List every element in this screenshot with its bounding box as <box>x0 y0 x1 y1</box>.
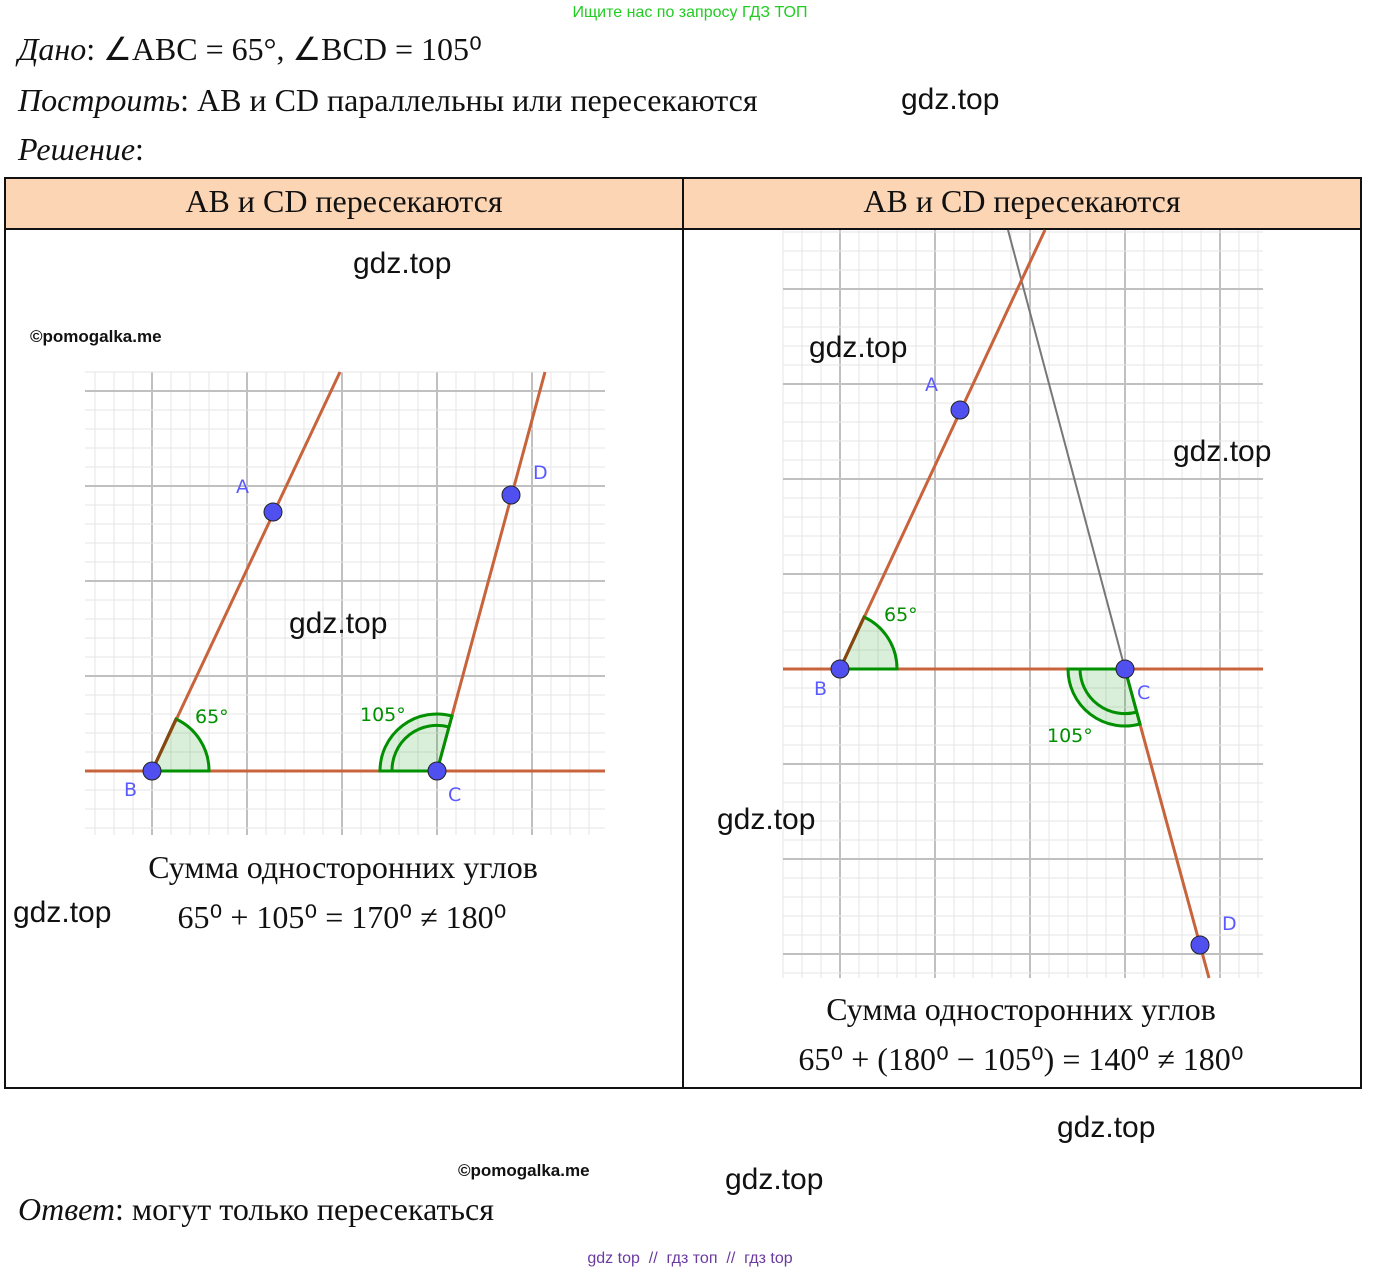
line-ba <box>150 371 342 772</box>
footer: gdz top // гдз топ // гдз top <box>587 1250 792 1267</box>
point-label: B <box>814 678 827 700</box>
point <box>1190 935 1210 955</box>
angle-label: 65° <box>884 604 918 626</box>
point-label: A <box>236 476 249 498</box>
angle-arc <box>149 717 211 773</box>
point <box>142 761 162 781</box>
angle-arc <box>378 712 454 773</box>
point <box>501 485 521 505</box>
left-figure: A B C D 65° 105° <box>85 371 605 806</box>
watermark: gdz.top <box>725 1163 823 1196</box>
angle-label: 105° <box>360 704 406 726</box>
angle-arc <box>390 723 450 772</box>
angle-label: 105° <box>1047 725 1093 747</box>
given-label: Дано <box>15 31 86 67</box>
formula: 65⁰ + (180⁰ − 105⁰) = 140⁰ ≠ 180⁰ <box>798 1041 1243 1077</box>
caption: Сумма односторонних углов <box>148 849 538 885</box>
given-text: : ∠ABC = 65°, ∠BCD = 105⁰ <box>86 31 482 67</box>
construct-label: Построить <box>17 82 180 118</box>
answer-text: : могут только пересекаться <box>115 1191 494 1227</box>
angle-arc <box>1078 668 1138 716</box>
solution-label: Решение <box>17 131 135 167</box>
watermark: gdz.top <box>809 331 907 364</box>
column-header: AB и CD пересекаются <box>863 183 1180 219</box>
watermark: gdz.top <box>1173 435 1271 468</box>
point-label: B <box>124 779 137 801</box>
point-label: C <box>448 784 461 806</box>
angle-side <box>838 616 866 670</box>
answer-label: Ответ <box>18 1191 115 1227</box>
angle-label: 65° <box>195 706 229 728</box>
solution: Решение: <box>17 131 144 167</box>
point <box>1115 659 1135 679</box>
grid <box>85 371 605 835</box>
solution-text: : <box>135 131 144 167</box>
angle-arc <box>837 615 899 671</box>
point <box>263 502 283 522</box>
angle-arc <box>1066 667 1142 728</box>
point-label: D <box>1222 913 1237 935</box>
point-label: D <box>533 462 548 484</box>
watermark: gdz.top <box>717 803 815 836</box>
watermark: gdz.top <box>289 607 387 640</box>
grid <box>782 230 1263 978</box>
point-label: A <box>925 374 938 396</box>
watermark: gdz.top <box>353 247 451 280</box>
column-header: AB и CD пересекаются <box>185 183 502 219</box>
construct: Построить: AB и CD параллельны или перес… <box>17 82 758 118</box>
point <box>427 761 447 781</box>
header-note: Ищите нас по запросу ГДЗ ТОП <box>573 4 808 21</box>
right-figure: A B C D 65° 105° <box>783 229 1263 979</box>
construct-text: : AB и CD параллельны или пересекаются <box>180 82 758 118</box>
copyright: ©pomogalka.me <box>458 1161 590 1180</box>
given: Дано: ∠ABC = 65°, ∠BCD = 105⁰ <box>15 31 482 67</box>
watermark: gdz.top <box>1057 1111 1155 1144</box>
point-label: C <box>1137 682 1150 704</box>
caption: Сумма односторонних углов <box>826 991 1216 1027</box>
line-aux <box>1007 229 1126 670</box>
watermark: gdz.top <box>901 83 999 116</box>
point <box>950 400 970 420</box>
angle-side <box>150 718 178 772</box>
watermark: gdz.top <box>13 896 111 929</box>
copyright: ©pomogalka.me <box>30 327 162 346</box>
formula: 65⁰ + 105⁰ = 170⁰ ≠ 180⁰ <box>178 899 507 935</box>
line-ba <box>838 229 1047 670</box>
line-cd <box>435 371 547 772</box>
answer: Ответ: могут только пересекаться <box>18 1191 494 1227</box>
point <box>830 659 850 679</box>
